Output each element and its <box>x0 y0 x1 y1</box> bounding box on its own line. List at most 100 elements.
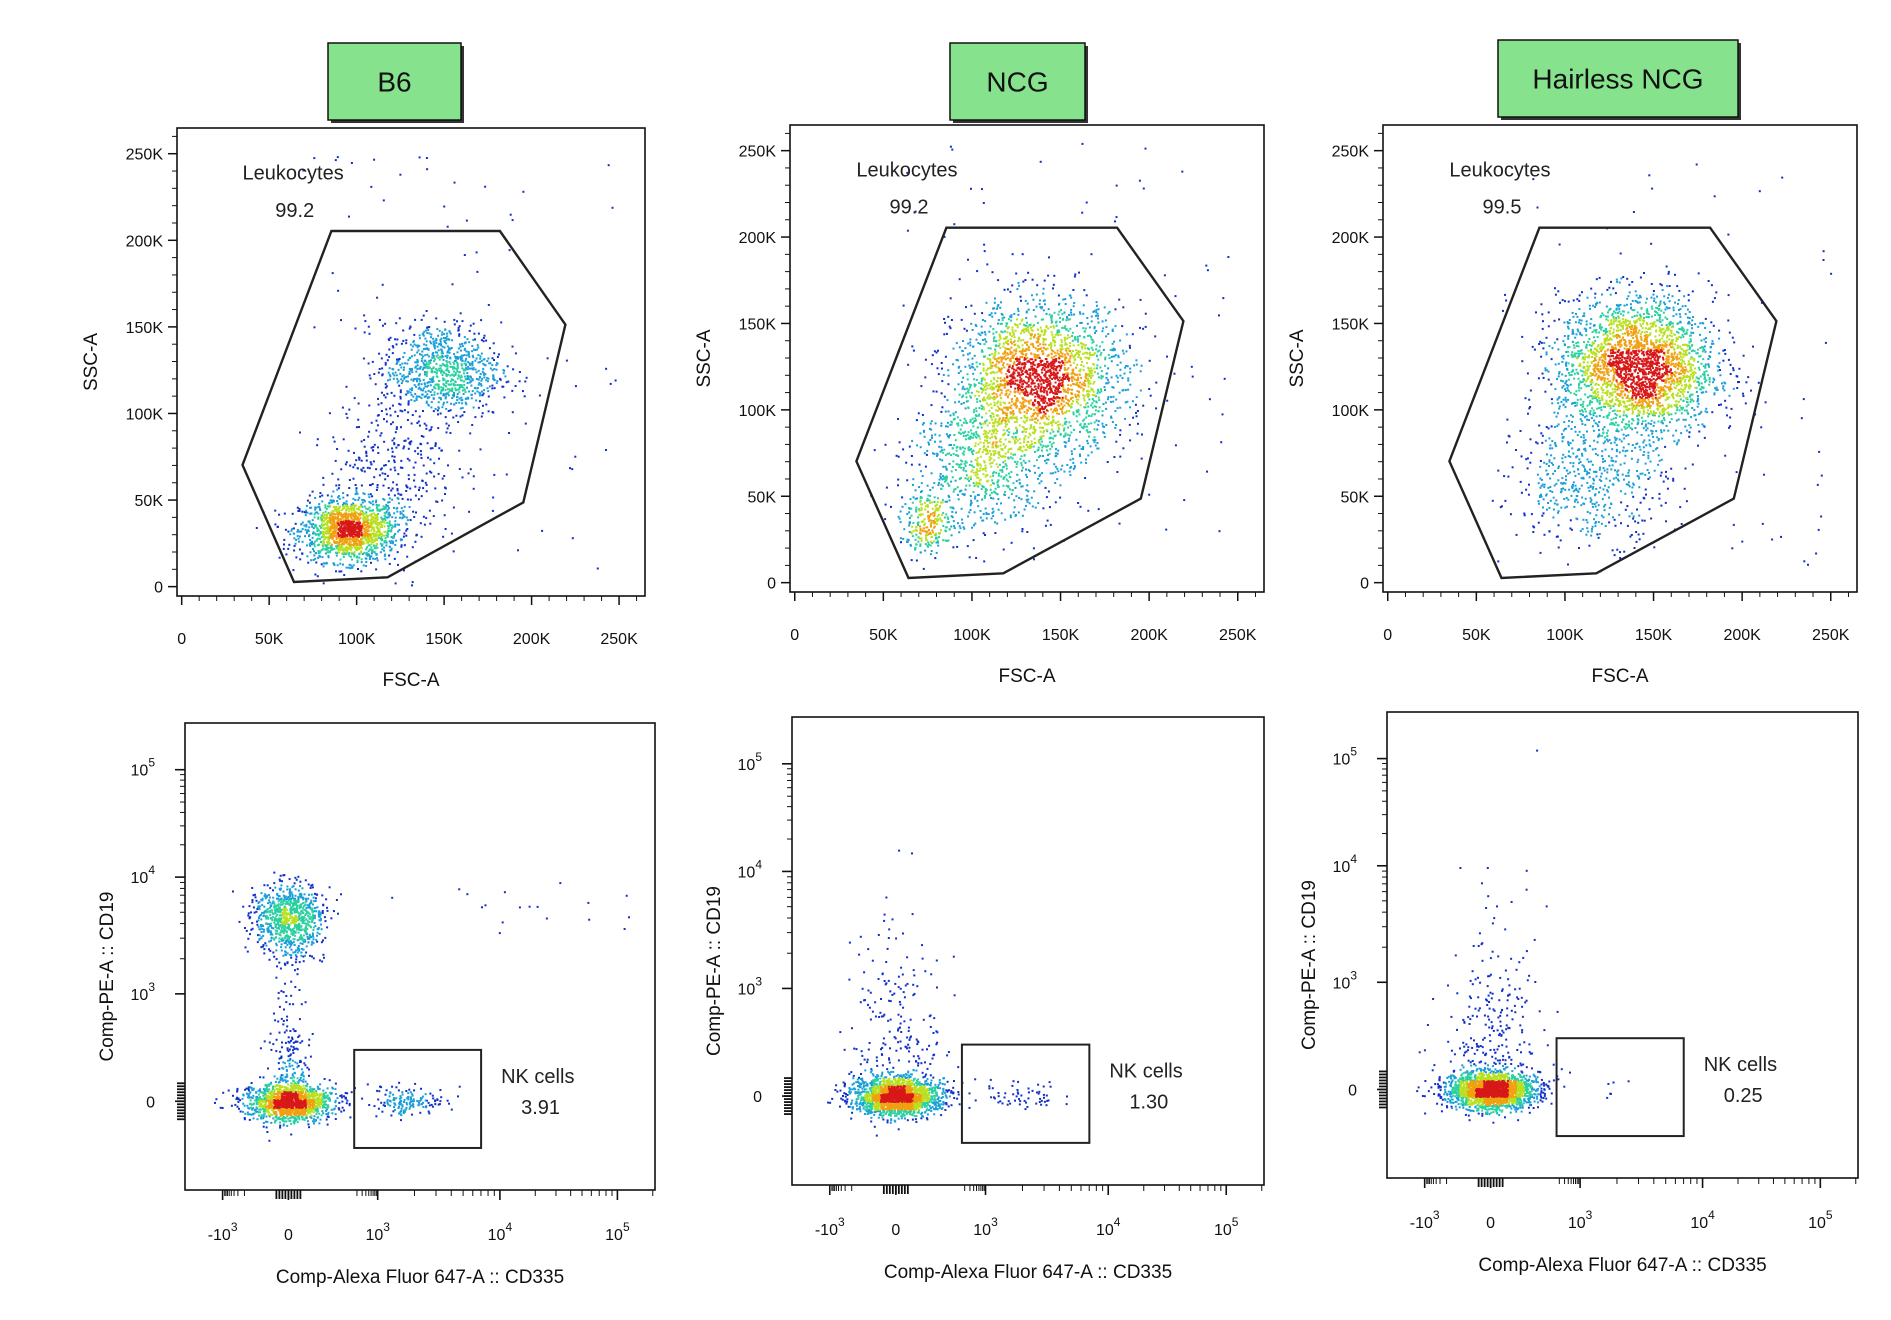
event-dot <box>375 542 378 545</box>
event-dot <box>981 188 983 191</box>
event-dot <box>1038 303 1041 306</box>
event-dot <box>458 397 461 400</box>
event-dot <box>445 375 448 377</box>
event-dot <box>372 532 375 535</box>
event-dot <box>975 325 978 327</box>
event-dot <box>293 544 296 547</box>
event-dot <box>376 505 379 507</box>
event-dot <box>319 537 321 540</box>
event-dot <box>340 526 343 529</box>
event-dot <box>1037 456 1040 459</box>
event-dot <box>336 488 339 491</box>
event-dot <box>471 364 474 367</box>
event-dot <box>401 379 404 382</box>
event-dot <box>969 437 972 440</box>
event-dot <box>995 409 997 412</box>
event-dot <box>301 521 304 524</box>
event-dot <box>1047 415 1050 418</box>
event-dot <box>980 487 983 490</box>
event-dot <box>446 332 448 335</box>
event-dot <box>1088 326 1091 329</box>
event-dot <box>390 529 393 531</box>
event-dot <box>325 517 327 519</box>
event-dot <box>459 376 462 379</box>
event-dot <box>336 552 339 554</box>
event-dot <box>1205 264 1208 267</box>
event-dot <box>376 524 379 527</box>
event-dot <box>982 377 985 380</box>
event-dot <box>1020 455 1023 458</box>
event-dot <box>385 353 388 356</box>
event-dot <box>1083 336 1086 339</box>
event-dot <box>948 499 951 502</box>
event-dot <box>385 385 388 388</box>
event-dot <box>1078 369 1081 372</box>
event-dot <box>328 543 331 546</box>
event-dot <box>416 351 419 354</box>
event-dot <box>997 322 999 325</box>
event-dot <box>340 535 343 538</box>
event-dot <box>936 540 939 543</box>
event-dot <box>445 360 448 363</box>
event-dot <box>333 513 336 515</box>
event-dot <box>1129 367 1132 370</box>
event-dot <box>605 367 608 370</box>
event-dot <box>970 304 973 307</box>
event-dot <box>1101 330 1104 333</box>
event-dot <box>491 384 494 387</box>
event-dot <box>970 322 973 325</box>
event-dot <box>948 521 950 524</box>
event-dot <box>332 527 335 530</box>
event-dot <box>425 372 428 375</box>
event-dot <box>323 524 325 527</box>
event-dot <box>1031 431 1034 434</box>
event-dot <box>384 537 387 540</box>
event-dot <box>973 312 976 315</box>
event-dot <box>987 395 990 398</box>
event-dot <box>375 468 378 471</box>
event-dot <box>475 378 478 380</box>
event-dot <box>398 402 401 405</box>
event-dot <box>992 412 995 415</box>
event-dot <box>358 527 361 530</box>
event-dot <box>1091 406 1094 409</box>
event-dot <box>311 543 313 546</box>
event-dot <box>517 549 519 552</box>
event-dot <box>1045 312 1048 315</box>
event-dot <box>947 315 950 318</box>
event-dot <box>350 543 353 546</box>
event-dot <box>385 413 388 416</box>
event-dot <box>911 501 914 504</box>
event-dot <box>1121 349 1124 352</box>
event-dot <box>479 394 482 397</box>
event-dot <box>1093 326 1096 329</box>
event-dot <box>448 338 451 341</box>
event-dot <box>415 370 418 373</box>
event-dot <box>908 445 911 448</box>
event-dot <box>964 447 967 450</box>
event-dot <box>412 339 415 342</box>
event-dot <box>1027 328 1030 331</box>
event-dot <box>989 325 992 328</box>
event-dot <box>318 533 321 536</box>
event-dot <box>970 499 972 502</box>
event-dot <box>902 537 905 540</box>
event-dot <box>1079 453 1081 456</box>
event-dot <box>997 474 1000 477</box>
event-dot <box>331 499 334 502</box>
event-dot <box>989 396 992 399</box>
event-dot <box>387 527 390 530</box>
event-dot <box>931 501 933 504</box>
event-dot <box>1004 490 1007 493</box>
event-dot <box>492 342 495 345</box>
event-dot <box>917 516 920 519</box>
event-dot <box>1227 256 1230 258</box>
event-dot <box>953 223 956 226</box>
event-dot <box>403 544 406 547</box>
event-dot <box>975 436 978 439</box>
event-dot <box>962 467 965 469</box>
event-dot <box>396 507 399 510</box>
event-dot <box>983 460 986 463</box>
event-dot <box>436 500 439 503</box>
event-dot <box>596 567 599 570</box>
